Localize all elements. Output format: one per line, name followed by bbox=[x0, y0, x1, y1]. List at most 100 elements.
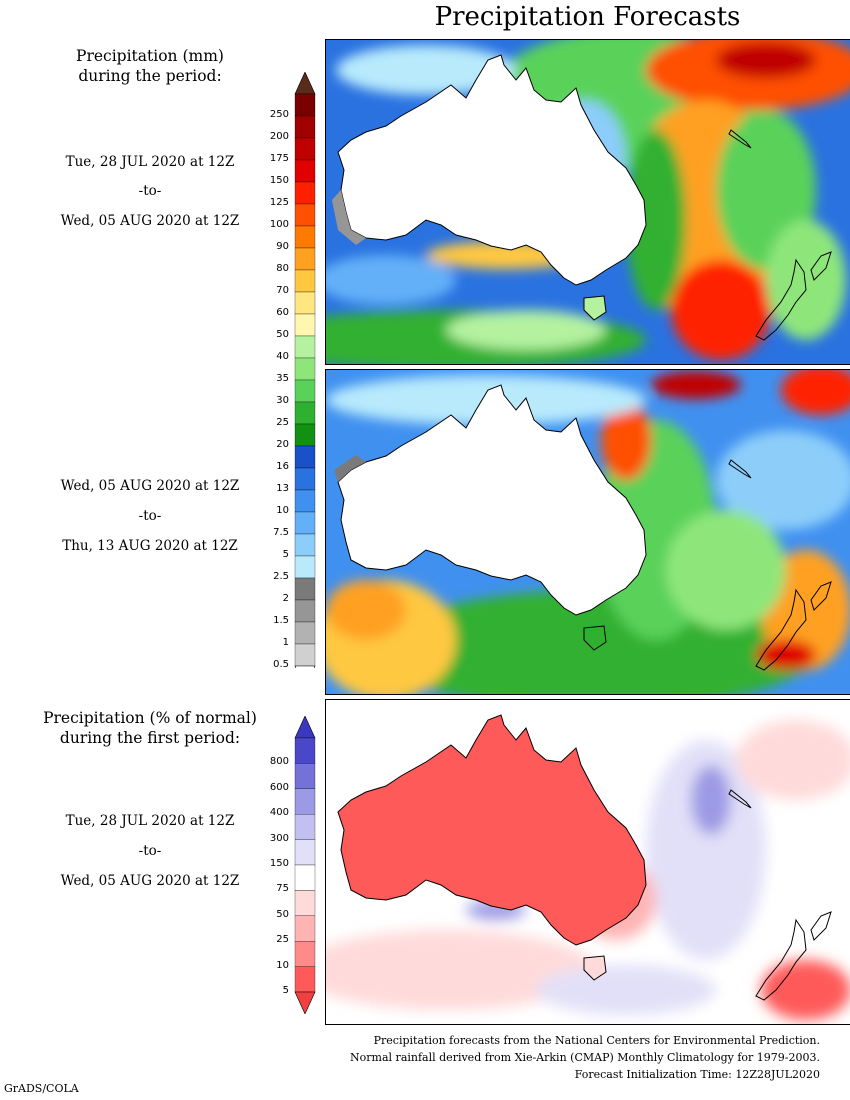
precip-colorbar-label: 16 bbox=[276, 461, 289, 472]
anomaly-colorbar-label: 800 bbox=[269, 756, 289, 768]
precip-colorbar-swatch bbox=[294, 115, 316, 139]
panel3-start-date: Tue, 28 JUL 2020 at 12Z bbox=[65, 813, 235, 829]
footer-line1: Precipitation forecasts from the Nationa… bbox=[373, 1034, 820, 1047]
precip-colorbar-label: 200 bbox=[269, 131, 289, 142]
anomaly-colorbar-label: 600 bbox=[269, 781, 289, 793]
precip-colorbar-label: 70 bbox=[276, 285, 289, 296]
anomaly-colorbar-swatch bbox=[294, 864, 316, 891]
anomaly-colorbar-label: 5 bbox=[282, 985, 289, 996]
panel2-end-date: Thu, 13 AUG 2020 at 12Z bbox=[62, 538, 238, 554]
precip-colorbar-label: 2 bbox=[282, 593, 289, 604]
precip-colorbar-label: 25 bbox=[276, 417, 289, 428]
precip-colorbar-label: 20 bbox=[276, 439, 289, 450]
anomaly-colorbar-swatch bbox=[294, 788, 316, 815]
precip-colorbar-swatch bbox=[294, 357, 316, 381]
precip-colorbar-swatch bbox=[294, 423, 316, 447]
anomaly-colorbar-label: 50 bbox=[276, 908, 289, 920]
precip-colorbar-swatch bbox=[294, 577, 316, 601]
anomaly-colorbar-bottom-arrow bbox=[294, 991, 316, 1014]
precip-colorbar-swatch bbox=[294, 621, 316, 645]
precip-colorbar-swatch bbox=[294, 181, 316, 205]
anomaly-colorbar-swatch bbox=[294, 814, 316, 840]
precip-colorbar-label: 2.5 bbox=[273, 571, 289, 582]
anomaly-colorbar-swatch bbox=[294, 763, 316, 789]
precip-map-week2 bbox=[325, 369, 850, 695]
precip-colorbar-top-arrow bbox=[294, 72, 316, 95]
precip-colorbar-label: 0.5 bbox=[273, 659, 289, 670]
precip-colorbar-label: 125 bbox=[269, 197, 289, 208]
panel2-to-separator: -to- bbox=[138, 508, 162, 524]
precip-colorbar-swatch bbox=[294, 335, 316, 359]
panel3-end-date: Wed, 05 AUG 2020 at 12Z bbox=[60, 873, 240, 889]
precip-colorbar-label: 90 bbox=[276, 241, 289, 252]
panel1-header-line2: during the period: bbox=[78, 67, 222, 85]
precip-colorbar-swatch bbox=[294, 489, 316, 513]
anomaly-colorbar-swatch bbox=[294, 941, 316, 967]
anomaly-colorbar-label: 400 bbox=[269, 807, 289, 819]
precip-colorbar-swatch bbox=[294, 225, 316, 249]
footer-line2: Normal rainfall derived from Xie-Arkin (… bbox=[350, 1051, 820, 1064]
precip-colorbar-label: 50 bbox=[276, 329, 289, 340]
precip-colorbar-swatch bbox=[294, 247, 316, 271]
grads-credit: GrADS/COLA bbox=[4, 1082, 79, 1095]
precip-colorbar-label: 35 bbox=[276, 373, 289, 384]
panel3-header-line2: during the first period: bbox=[59, 729, 241, 747]
precip-colorbar-swatch bbox=[294, 511, 316, 535]
precip-colorbar-label: 7.5 bbox=[273, 527, 289, 538]
precip-colorbar-swatch bbox=[294, 401, 316, 425]
precip-colorbar-swatch bbox=[294, 599, 316, 623]
precip-colorbar-label: 10 bbox=[276, 505, 289, 516]
panel2-start-date: Wed, 05 AUG 2020 at 12Z bbox=[60, 478, 240, 494]
precip-colorbar-label: 30 bbox=[276, 395, 289, 406]
anomaly-colorbar-swatch bbox=[294, 737, 316, 764]
anomaly-colorbar-label: 150 bbox=[269, 858, 289, 869]
precip-colorbar-label: 250 bbox=[269, 109, 289, 120]
precip-colorbar-label: 13 bbox=[276, 483, 289, 494]
anomaly-colorbar-top-arrow bbox=[294, 716, 316, 739]
precip-colorbar-swatch bbox=[294, 533, 316, 557]
precip-colorbar-swatch bbox=[294, 555, 316, 579]
precip-colorbar-label: 100 bbox=[269, 219, 289, 230]
precip-colorbar-swatch bbox=[294, 269, 316, 293]
precip-colorbar-label: 175 bbox=[269, 153, 289, 164]
precip-colorbar-swatch bbox=[294, 93, 316, 117]
anomaly-colorbar-swatch bbox=[294, 839, 316, 866]
anomaly-colorbar-label: 75 bbox=[276, 883, 289, 895]
precip-colorbar-swatch bbox=[294, 203, 316, 227]
panel3-to-separator: -to- bbox=[138, 843, 162, 859]
anomaly-colorbar-swatch bbox=[294, 915, 316, 942]
panel3-header-line1: Precipitation (% of normal) bbox=[43, 709, 257, 727]
precip-colorbar-bottom-arrow bbox=[294, 665, 316, 668]
precip-colorbar bbox=[294, 72, 316, 668]
precip-colorbar-label: 5 bbox=[282, 549, 289, 560]
precip-colorbar-label: 80 bbox=[276, 263, 289, 274]
anomaly-colorbar-swatch bbox=[294, 966, 316, 993]
panel1-labels: Precipitation (mm) during the period: bbox=[0, 46, 300, 86]
precip-colorbar-label: 1.5 bbox=[273, 615, 289, 626]
precip-map-week1 bbox=[325, 39, 850, 365]
panel1-to-separator: -to- bbox=[138, 183, 162, 199]
anomaly-colorbar-label: 300 bbox=[269, 832, 289, 844]
precip-anomaly-map bbox=[325, 699, 850, 1025]
panel3-labels: Precipitation (% of normal) during the f… bbox=[0, 708, 300, 748]
footer-line3: Forecast Initialization Time: 12Z28JUL20… bbox=[574, 1068, 820, 1081]
precip-colorbar-swatch bbox=[294, 137, 316, 161]
precip-colorbar-swatch bbox=[294, 159, 316, 183]
precip-colorbar-swatch bbox=[294, 467, 316, 491]
panel1-header-line1: Precipitation (mm) bbox=[76, 47, 224, 65]
anomaly-colorbar bbox=[294, 716, 316, 1014]
anomaly-colorbar-label: 10 bbox=[276, 959, 289, 971]
precip-colorbar-label: 60 bbox=[276, 307, 289, 318]
anomaly-colorbar-label: 25 bbox=[276, 934, 289, 946]
panel1-end-date: Wed, 05 AUG 2020 at 12Z bbox=[60, 213, 240, 229]
anomaly-colorbar-swatch bbox=[294, 890, 316, 916]
precip-colorbar-swatch bbox=[294, 643, 316, 667]
precip-colorbar-label: 1 bbox=[282, 637, 289, 648]
precip-colorbar-swatch bbox=[294, 291, 316, 315]
precip-colorbar-swatch bbox=[294, 379, 316, 403]
precip-colorbar-label: 40 bbox=[276, 351, 289, 362]
page-title: Precipitation Forecasts bbox=[434, 2, 741, 32]
panel1-start-date: Tue, 28 JUL 2020 at 12Z bbox=[65, 154, 235, 170]
precip-colorbar-swatch bbox=[294, 445, 316, 469]
precip-colorbar-label: 150 bbox=[269, 175, 289, 186]
